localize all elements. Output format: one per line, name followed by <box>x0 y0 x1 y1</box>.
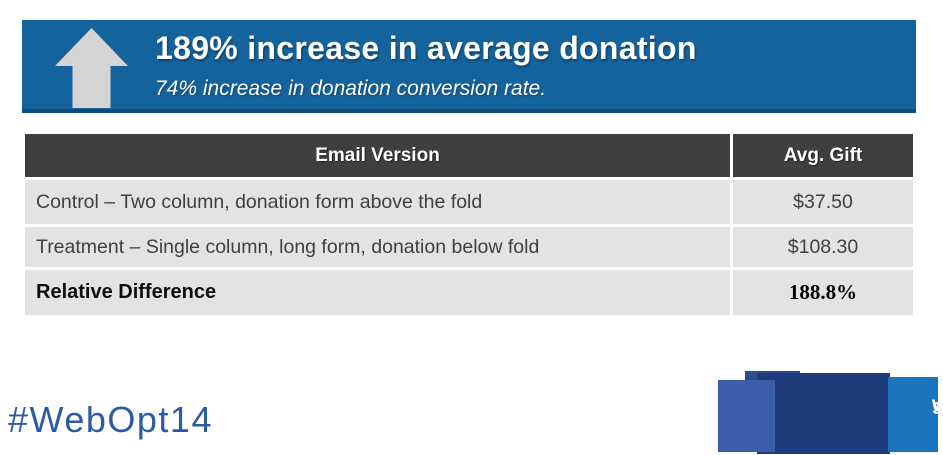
table-row-relative-difference-value: 188.8% <box>733 270 913 315</box>
banner-subtitle: 74% increase in donation conversion rate… <box>155 77 547 100</box>
table-row-control-label: Control – Two column, donation form abov… <box>25 180 730 224</box>
logo-rect-bright-blue <box>888 377 938 452</box>
logo-line2: summit 2014 <box>932 394 943 419</box>
results-table: Email Version Avg. Gift Control – Two co… <box>25 134 913 315</box>
table-row-treatment-label: Treatment – Single column, long form, do… <box>25 227 730 267</box>
logo-rect-navy <box>757 373 890 454</box>
table-row-control-value: $37.50 <box>733 180 913 224</box>
table-header-email-version: Email Version <box>25 134 730 177</box>
up-arrow-icon <box>55 28 128 108</box>
table-header-avg-gift: Avg. Gift <box>733 134 913 177</box>
logo-rect-medium-blue <box>718 380 775 452</box>
header-banner: 189% increase in average donation 74% in… <box>22 20 916 113</box>
banner-title: 189% increase in average donation <box>155 30 697 66</box>
web-optimization-summit-logo: web optimization summit 2014 <box>718 371 943 455</box>
table-row-relative-difference-label: Relative Difference <box>25 270 730 315</box>
event-hashtag: #WebOpt14 <box>8 399 213 440</box>
table-row-treatment-value: $108.30 <box>733 227 913 267</box>
logo-line1: web optimization <box>932 393 943 416</box>
